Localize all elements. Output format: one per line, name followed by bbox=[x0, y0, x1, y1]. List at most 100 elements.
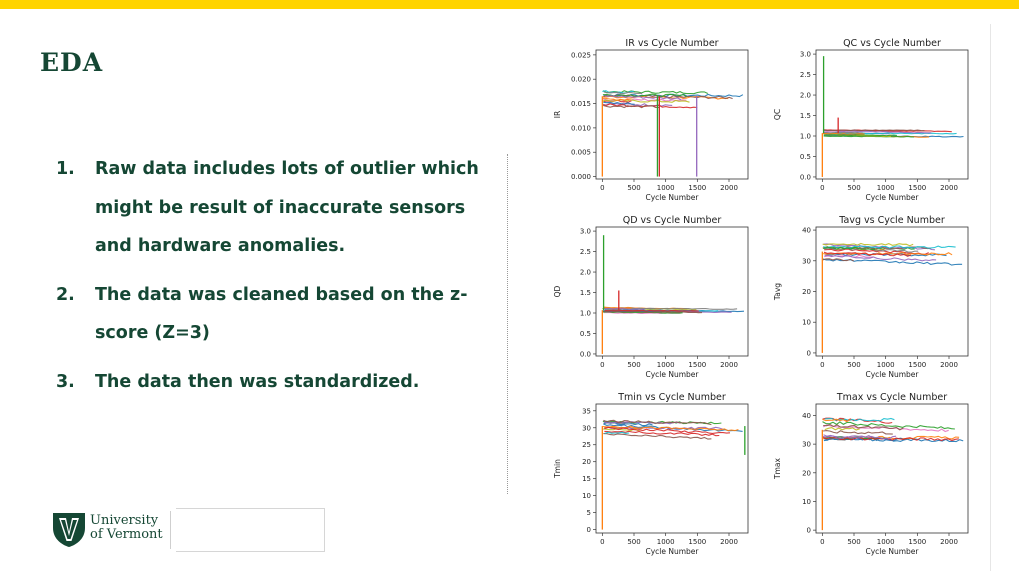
y-tick-label: 25 bbox=[582, 441, 591, 449]
series-line bbox=[604, 431, 630, 435]
chart-title: QC vs Cycle Number bbox=[843, 38, 941, 49]
chart-title: QD vs Cycle Number bbox=[623, 215, 722, 226]
chart-tmin: Tmin vs Cycle Number 0 500 1000 1500 2000 0 5 10… bbox=[552, 390, 762, 566]
right-edge-line bbox=[990, 24, 991, 571]
chart-qd: QD vs Cycle Number 0 500 1000 1500 2000 0.0 0.5… bbox=[552, 213, 762, 389]
y-tick-label: 0.005 bbox=[571, 149, 591, 157]
y-tick-label: 1.0 bbox=[800, 133, 811, 141]
plot-frame bbox=[815, 226, 969, 357]
y-axis-label: IR bbox=[553, 111, 562, 118]
y-tick-label: 15 bbox=[582, 475, 591, 483]
series-line bbox=[822, 436, 959, 442]
x-tick-label: 1500 bbox=[688, 184, 706, 192]
series-group bbox=[601, 419, 746, 530]
series-line bbox=[824, 427, 860, 431]
bullet-item: 3. The data then was standardized. bbox=[56, 363, 496, 402]
x-tick-label: 500 bbox=[847, 538, 860, 546]
y-tick-label: 2.0 bbox=[580, 269, 591, 277]
series-line bbox=[603, 419, 712, 426]
x-tick-label: 1000 bbox=[877, 538, 895, 546]
chart-tavg: Tavg vs Cycle Number 0 500 1000 1500 2000 0 10 2… bbox=[772, 213, 982, 389]
series-line bbox=[823, 246, 876, 250]
x-axis-label: Cycle Number bbox=[865, 193, 919, 202]
series-line bbox=[824, 248, 929, 255]
x-axis-label: Cycle Number bbox=[645, 193, 699, 202]
plot-frame bbox=[595, 226, 749, 357]
x-tick-label: 0 bbox=[820, 538, 824, 546]
y-tick-label: 30 bbox=[802, 441, 811, 449]
series-line bbox=[824, 253, 947, 257]
y-tick-label: 0 bbox=[807, 349, 811, 357]
chart-tmax: Tmax vs Cycle Number 0 500 1000 1500 2000 0 10 2… bbox=[772, 390, 982, 566]
series-line bbox=[824, 417, 895, 422]
logo-separator bbox=[170, 511, 171, 549]
series-line bbox=[604, 95, 682, 101]
series-group bbox=[821, 56, 964, 177]
y-tick-label: 0.0 bbox=[800, 173, 811, 181]
x-tick-label: 0 bbox=[600, 538, 604, 546]
plot-frame bbox=[595, 49, 749, 180]
series-line bbox=[822, 258, 963, 266]
y-axis-label: Tmin bbox=[553, 459, 562, 479]
series-line bbox=[823, 430, 893, 435]
x-tick-label: 1500 bbox=[908, 361, 926, 369]
x-tick-label: 2000 bbox=[720, 184, 738, 192]
y-tick-label: 0.010 bbox=[571, 124, 591, 132]
x-axis-label: Cycle Number bbox=[645, 547, 699, 556]
y-tick-label: 2.5 bbox=[580, 248, 591, 256]
y-tick-label: 0 bbox=[587, 526, 591, 534]
series-group bbox=[821, 417, 964, 531]
bullet-text: Raw data includes lots of outlier which … bbox=[95, 159, 479, 256]
bullet-item: 2. The data was cleaned based on the z-sc… bbox=[56, 276, 496, 353]
x-tick-label: 500 bbox=[847, 361, 860, 369]
series-line bbox=[823, 130, 932, 134]
bullet-list: 1. Raw data includes lots of outlier whic… bbox=[56, 150, 496, 411]
chart-ir: IR vs Cycle Number 0 500 1000 1500 2000 0.000 0… bbox=[552, 36, 762, 212]
x-tick-label: 0 bbox=[600, 361, 604, 369]
y-tick-label: 10 bbox=[802, 498, 811, 506]
y-tick-label: 0.5 bbox=[580, 330, 591, 338]
series-line bbox=[603, 101, 635, 106]
y-tick-label: 3.0 bbox=[580, 228, 591, 236]
y-axis-label: Tavg bbox=[773, 283, 782, 301]
y-tick-label: 20 bbox=[802, 288, 811, 296]
x-tick-label: 500 bbox=[627, 361, 640, 369]
x-tick-label: 1500 bbox=[908, 538, 926, 546]
series-line bbox=[823, 135, 915, 138]
chart-qc: QC vs Cycle Number 0 500 1000 1500 2000 0.0 0.5… bbox=[772, 36, 982, 212]
chart-qc-svg: QC vs Cycle Number 0 500 1000 1500 2000 0.0 0.5… bbox=[773, 38, 969, 202]
bullet-number: 3. bbox=[56, 371, 75, 392]
y-tick-label: 30 bbox=[802, 257, 811, 265]
series-line bbox=[822, 133, 865, 135]
x-tick-label: 500 bbox=[627, 538, 640, 546]
x-tick-label: 0 bbox=[820, 184, 824, 192]
x-tick-label: 1500 bbox=[908, 184, 926, 192]
x-axis-label: Cycle Number bbox=[865, 547, 919, 556]
series-line bbox=[604, 426, 731, 434]
y-tick-label: 10 bbox=[582, 492, 591, 500]
y-tick-label: 20 bbox=[802, 469, 811, 477]
x-axis-label: Cycle Number bbox=[645, 370, 699, 379]
chart-tmin-svg: Tmin vs Cycle Number 0 500 1000 1500 2000 0 5 10… bbox=[553, 392, 749, 556]
series-line bbox=[822, 242, 914, 247]
series-line bbox=[602, 307, 645, 311]
x-tick-label: 2000 bbox=[940, 538, 958, 546]
dotted-divider bbox=[507, 154, 508, 494]
series-line bbox=[603, 433, 712, 440]
series-line bbox=[822, 435, 897, 440]
accent-bar bbox=[0, 0, 1019, 9]
y-tick-label: 20 bbox=[582, 458, 591, 466]
plot-frame bbox=[595, 403, 749, 534]
bullet-item: 1. Raw data includes lots of outlier whic… bbox=[56, 150, 496, 266]
x-tick-label: 1000 bbox=[657, 361, 675, 369]
series-line bbox=[823, 129, 925, 132]
chart-tavg-svg: Tavg vs Cycle Number 0 500 1000 1500 2000 0 10 2… bbox=[773, 215, 969, 379]
series-line bbox=[822, 421, 955, 430]
logo-line: University bbox=[90, 513, 159, 528]
series-line bbox=[604, 430, 720, 437]
chart-title: Tavg vs Cycle Number bbox=[838, 215, 945, 226]
y-tick-label: 0.015 bbox=[571, 100, 591, 108]
logo-wordmark: University of Vermont bbox=[90, 514, 163, 542]
y-tick-label: 2.0 bbox=[800, 92, 811, 100]
y-tick-label: 40 bbox=[802, 412, 811, 420]
